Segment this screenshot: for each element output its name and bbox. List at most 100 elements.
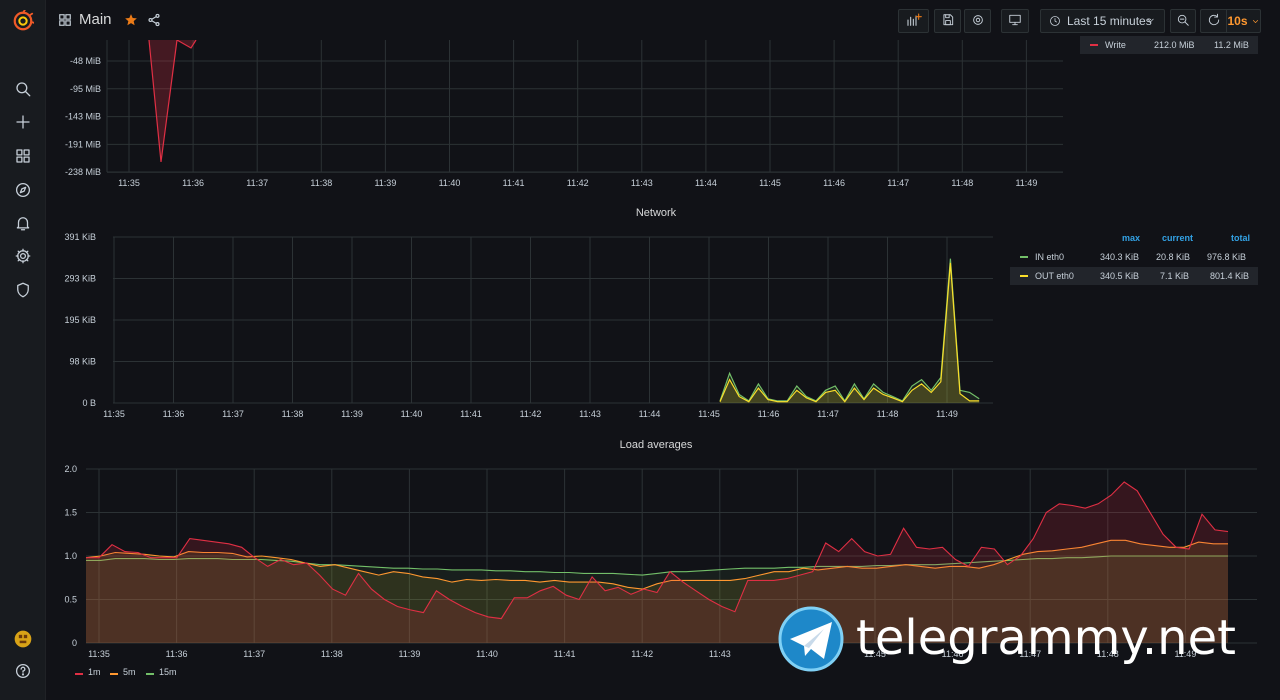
x-tick-label: 11:38: [321, 649, 343, 659]
save-icon: [941, 13, 955, 30]
disk-io-chart[interactable]: -48 MiB -95 MiB -143 MiB -191 MiB -238 MiB 11…: [46, 40, 1076, 200]
legend-swatch: [110, 673, 118, 675]
x-tick-label: 11:48: [951, 178, 973, 188]
top-navbar: Main Last 15 minutes 10s: [46, 0, 1280, 42]
time-range-label: Last 15 minutes: [1067, 14, 1152, 28]
dashboard-title[interactable]: Main: [79, 11, 112, 28]
load-legend: 1m 5m 15m: [72, 667, 222, 681]
network-panel-title[interactable]: Network: [635, 207, 677, 219]
y-tick-label: 0.5: [64, 595, 77, 605]
series-area-in: [720, 258, 980, 403]
disk-legend: Write 212.0 MiB 11.2 MiB: [1080, 36, 1258, 56]
x-tick-label: 11:46: [823, 178, 845, 188]
add-panel-icon: [905, 12, 923, 31]
time-range-picker[interactable]: Last 15 minutes: [1040, 9, 1165, 33]
gear-icon: [971, 13, 985, 30]
x-tick-label: 11:38: [282, 409, 304, 419]
series-area-write: [149, 40, 196, 162]
user-avatar[interactable]: [11, 627, 35, 651]
telegram-logo-icon: [778, 606, 844, 672]
zoom-out-icon: [1176, 13, 1190, 30]
y-tick-label: 0 B: [82, 398, 96, 408]
legend-series-name[interactable]: 15m: [159, 667, 177, 677]
legend-series-name[interactable]: 1m: [88, 667, 101, 677]
x-tick-label: 11:47: [1019, 649, 1041, 659]
y-tick-label: 1.5: [64, 508, 77, 518]
legend-series-name: Write: [1105, 40, 1126, 50]
save-dashboard-button[interactable]: [934, 9, 961, 33]
legend-series-name[interactable]: 5m: [123, 667, 136, 677]
network-legend: max current total IN eth0 340.3 KiB 20.8…: [1010, 233, 1258, 293]
y-tick-label: -48 MiB: [70, 56, 101, 66]
series-line-15m: [86, 555, 1228, 576]
chevron-down-icon: [1145, 15, 1156, 26]
x-tick-label: 11:49: [1015, 178, 1037, 188]
x-tick-label: 11:40: [476, 649, 498, 659]
series-line-out: [719, 262, 980, 403]
add-panel-button[interactable]: [898, 9, 929, 33]
legend-max: 340.5 KiB: [1100, 271, 1140, 281]
legend-header-total[interactable]: total: [1231, 233, 1250, 243]
x-tick-label: 11:36: [182, 178, 204, 188]
legend-swatch: [1020, 256, 1028, 258]
explore-compass-icon[interactable]: [11, 178, 35, 202]
refresh-icon: [1207, 13, 1221, 30]
x-tick-label: 11:37: [222, 409, 244, 419]
clock-icon: [1049, 15, 1061, 27]
x-tick-label: 11:42: [520, 409, 542, 419]
x-tick-label: 11:36: [166, 649, 188, 659]
x-tick-label: 11:42: [631, 649, 653, 659]
x-tick-label: 11:39: [374, 178, 396, 188]
y-tick-label: -191 MiB: [65, 139, 101, 149]
monitor-icon: [1008, 13, 1022, 30]
legend-header-current[interactable]: current: [1162, 233, 1194, 243]
alerting-bell-icon[interactable]: [11, 211, 35, 235]
legend-row-write[interactable]: Write 212.0 MiB 11.2 MiB: [1080, 36, 1258, 54]
legend-swatch: [1090, 44, 1098, 46]
configuration-gear-icon[interactable]: [11, 244, 35, 268]
x-tick-label: 11:46: [758, 409, 780, 419]
legend-current: 7.1 KiB: [1160, 271, 1190, 281]
help-icon[interactable]: [11, 659, 35, 683]
legend-current: 11.2 MiB: [1214, 40, 1249, 50]
x-tick-label: 11:45: [759, 178, 781, 188]
x-tick-label: 11:45: [864, 649, 886, 659]
x-tick-label: 11:40: [401, 409, 423, 419]
search-icon[interactable]: [11, 77, 35, 101]
dashboard-settings-button[interactable]: [964, 9, 991, 33]
x-tick-label: 11:43: [579, 409, 601, 419]
legend-swatch: [1020, 275, 1028, 277]
share-icon[interactable]: [147, 13, 161, 27]
legend-row-out-eth0[interactable]: OUT eth0 340.5 KiB 7.1 KiB 801.4 KiB: [1010, 267, 1258, 285]
legend-max: 340.3 KiB: [1100, 252, 1140, 262]
load-panel-title[interactable]: Load averages: [619, 439, 693, 451]
y-tick-label: 293 KiB: [64, 274, 96, 284]
x-tick-label: 11:43: [709, 649, 731, 659]
y-tick-label: -238 MiB: [65, 167, 101, 177]
x-tick-label: 11:38: [310, 178, 332, 188]
refresh-button[interactable]: [1200, 9, 1227, 33]
y-tick-label: 2.0: [64, 464, 77, 474]
network-chart[interactable]: 391 KiB 293 KiB 195 KiB 98 KiB 0 B 11:35 11:36…: [46, 228, 1006, 423]
series-line-in: [719, 258, 980, 403]
y-tick-label: 0: [72, 638, 77, 648]
zoom-out-button[interactable]: [1170, 9, 1196, 33]
x-tick-label: 11:40: [439, 178, 461, 188]
legend-current: 20.8 KiB: [1156, 252, 1191, 262]
series-line-5m: [85, 539, 1228, 590]
dashboards-icon[interactable]: [11, 144, 35, 168]
refresh-interval-picker[interactable]: 10s: [1226, 9, 1261, 33]
star-icon[interactable]: [124, 13, 138, 27]
dashboard-grid-icon: [58, 13, 72, 27]
load-averages-chart[interactable]: 2.0 1.5 1.0 0.5 0 11:35 11:36 11:37 11:38 11:39 11…: [46, 460, 1266, 660]
legend-header-max[interactable]: max: [1122, 233, 1141, 243]
legend-series-name: IN eth0: [1035, 252, 1065, 262]
shield-icon[interactable]: [11, 278, 35, 302]
legend-row-in-eth0[interactable]: IN eth0 340.3 KiB 20.8 KiB 976.8 KiB: [1010, 248, 1258, 266]
cycle-view-mode-button[interactable]: [1001, 9, 1029, 33]
plus-icon[interactable]: [11, 110, 35, 134]
y-tick-label: 391 KiB: [64, 232, 96, 242]
grafana-logo-icon[interactable]: [11, 9, 35, 33]
y-tick-label: -143 MiB: [65, 112, 101, 122]
x-tick-label: 11:39: [341, 409, 363, 419]
